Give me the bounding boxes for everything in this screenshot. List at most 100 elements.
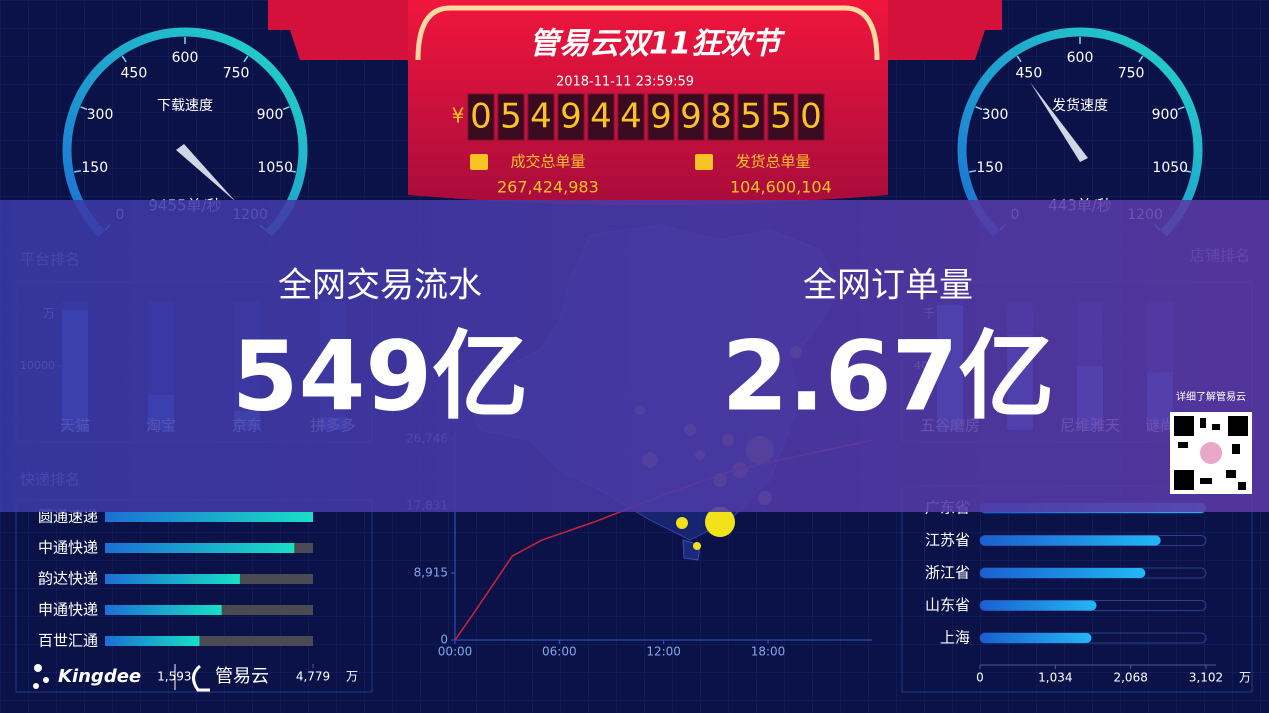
bar <box>980 600 1097 611</box>
gauge-title: 下载速度 <box>157 98 213 114</box>
bar <box>980 568 1146 578</box>
logo-dot <box>33 683 39 689</box>
currency-symbol: ¥ <box>452 104 465 128</box>
gauge-tick <box>288 169 296 173</box>
bar <box>105 543 295 553</box>
bar <box>105 636 200 646</box>
counter-digit: 9 <box>560 97 582 137</box>
overlay-label: 全网订单量 <box>803 266 973 306</box>
y-tick-label: 申通快递 <box>38 601 98 619</box>
qr-module <box>1200 478 1212 484</box>
counter-box <box>677 93 705 141</box>
stat-icon <box>695 154 713 170</box>
gauge-tick-label: 1050 <box>257 160 293 176</box>
stat-value: 267,424,983 <box>497 178 599 197</box>
stat-value: 104,600,104 <box>730 178 832 197</box>
counter-box <box>737 93 765 141</box>
counter-box <box>497 93 525 141</box>
overlay-value: 549亿 <box>232 320 528 432</box>
gauge-tick-label: 300 <box>87 107 114 123</box>
gauge-tick-label: 150 <box>81 160 108 176</box>
y-tick-label: 江苏省 <box>925 531 970 549</box>
qr-block: 详细了解管易云 <box>1170 390 1252 494</box>
stat-label: 成交总单量 <box>510 153 585 171</box>
gauge-tick <box>1177 106 1185 111</box>
x-tick-label: 12:00 <box>646 645 681 659</box>
x-tick-label: 1,034 <box>1038 671 1072 685</box>
gauge-needle <box>1030 82 1088 162</box>
stat-label: 发货总单量 <box>735 153 810 171</box>
gauge-tick <box>1183 169 1191 173</box>
gauge-tick-label: 450 <box>121 66 148 82</box>
counter-box <box>467 93 495 141</box>
gauge-arc <box>957 27 1203 237</box>
counter-box <box>647 93 675 141</box>
gauge-arc <box>62 27 308 237</box>
x-tick-label: 4,779 <box>296 670 330 684</box>
counter-box <box>707 93 735 141</box>
gauge-tick <box>975 106 983 111</box>
qr-module <box>1238 482 1246 490</box>
gauge-tick <box>282 106 290 111</box>
counter-digit: 9 <box>680 97 702 137</box>
bar <box>980 633 1092 643</box>
banner-arch <box>415 5 880 61</box>
y-tick-label: 上海 <box>940 629 970 647</box>
logo-text: Kingdee <box>58 666 141 687</box>
bar <box>980 535 1161 546</box>
gauge-tick-label: 750 <box>223 66 250 82</box>
counter-box <box>797 93 825 141</box>
qr-logo <box>1200 442 1222 464</box>
counter-digit: 5 <box>500 97 522 137</box>
axis-unit: 万 <box>346 670 358 684</box>
logo-dot <box>34 664 42 672</box>
map-bubble-highlight <box>705 507 735 537</box>
counter-digit: 4 <box>530 97 552 137</box>
gauge-tick-label: 750 <box>1118 66 1145 82</box>
counter-digit: 0 <box>800 97 822 137</box>
x-tick-label: 1,593 <box>157 670 191 684</box>
x-tick-label: 3,102 <box>1189 671 1223 685</box>
gauge-tick <box>121 55 127 63</box>
bar <box>105 605 222 615</box>
qr-module <box>1232 444 1240 454</box>
gauge-tick-label: 900 <box>1152 107 1179 123</box>
gauge-title: 发货速度 <box>1052 97 1108 114</box>
gauge-tick-label: 150 <box>976 160 1003 176</box>
gauge-tick-label: 1050 <box>1152 160 1188 176</box>
counter-box <box>617 93 645 141</box>
y-tick-label: 0 <box>440 633 448 647</box>
overlay: 全网交易流水 549亿 全网订单量 2.67亿 <box>0 200 1269 512</box>
counter-box <box>767 93 795 141</box>
bar <box>105 512 313 522</box>
x-tick-label: 18:00 <box>751 645 786 659</box>
counter-digit: 4 <box>590 97 612 137</box>
logo-mark <box>192 664 210 692</box>
counter-box <box>557 93 585 141</box>
gauge-tick <box>1016 55 1022 63</box>
overlay-value: 2.67亿 <box>722 320 1055 432</box>
qr-finder <box>1174 416 1194 436</box>
qr-caption: 详细了解管易云 <box>1176 390 1246 403</box>
bar-track <box>105 636 313 646</box>
y-tick-label: 中通快递 <box>38 539 98 557</box>
gauge-tick <box>80 106 88 111</box>
stat-icon <box>470 154 488 170</box>
gauge-tick-label: 450 <box>1016 66 1043 82</box>
gauge-tick <box>243 55 249 63</box>
map-bubble-highlight <box>693 542 701 550</box>
qr-module <box>1178 442 1188 448</box>
counter-digit: 8 <box>710 97 732 137</box>
header-datetime: 2018-11-11 23:59:59 <box>556 75 694 90</box>
y-tick-label: 百世汇通 <box>38 632 98 650</box>
y-tick-label: 8,915 <box>414 566 448 580</box>
x-tick-label: 2,068 <box>1113 671 1147 685</box>
counter-digit: 0 <box>470 97 492 137</box>
counter-box <box>527 93 555 141</box>
gauge-tick-label: 900 <box>257 107 284 123</box>
logo-text: 管易云 <box>215 666 269 687</box>
counter-digit: 9 <box>650 97 672 137</box>
header-title: 管易云双11狂欢节 <box>529 27 786 62</box>
qr-finder <box>1228 416 1248 436</box>
